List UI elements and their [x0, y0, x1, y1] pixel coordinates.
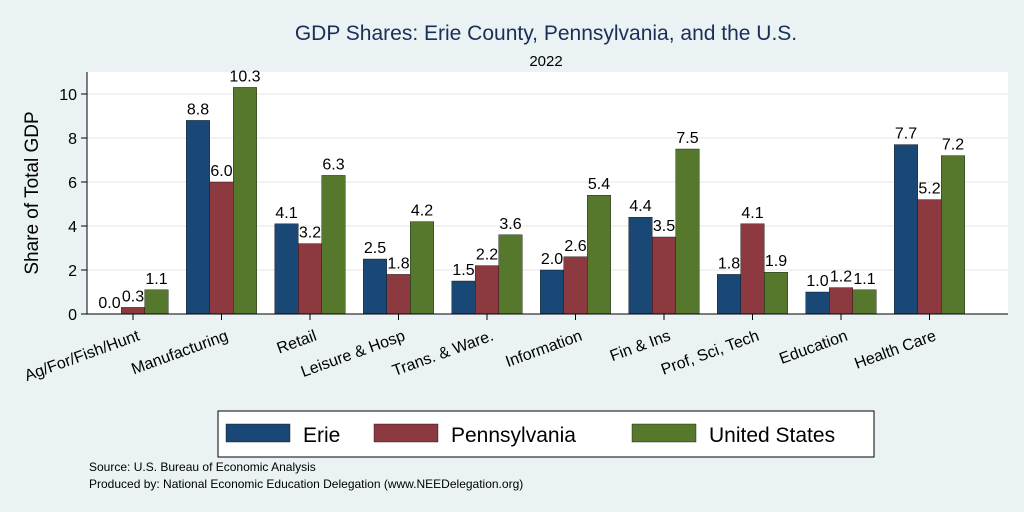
legend-label: Pennsylvania [451, 424, 576, 447]
bar-value-label: 8.8 [187, 101, 209, 118]
bar [717, 274, 741, 315]
x-tick-label: Education [777, 328, 850, 368]
bar [540, 269, 564, 315]
legend-swatch [225, 423, 291, 443]
chart-subtitle: 2022 [529, 53, 562, 70]
bar-value-label: 2.2 [476, 247, 498, 264]
bar [587, 194, 611, 315]
bar-value-label: 3.6 [499, 216, 521, 233]
bar [121, 307, 145, 315]
bar [894, 144, 918, 315]
bar [764, 272, 788, 315]
x-tick-label: Fin & Ins [608, 328, 673, 366]
bar [298, 243, 322, 315]
bar [410, 221, 434, 315]
legend-label: United States [709, 424, 835, 447]
bar [233, 87, 257, 315]
bar-value-label: 1.1 [853, 271, 875, 288]
bar [475, 265, 499, 315]
bar-value-label: 2.5 [364, 240, 386, 257]
y-tick-label: 4 [68, 219, 77, 236]
bar-value-label: 7.2 [942, 137, 964, 154]
bar [805, 291, 830, 315]
bar [829, 287, 853, 315]
bar-value-label: 1.8 [718, 255, 740, 272]
bar [740, 223, 765, 315]
bar-value-label: 3.5 [653, 218, 675, 235]
bar [209, 181, 234, 315]
bar-value-label: 6.0 [210, 163, 232, 180]
bar-value-label: 7.5 [676, 130, 698, 147]
bar-value-label: 1.0 [806, 273, 828, 290]
legend-label: Erie [303, 424, 340, 447]
bar [563, 256, 588, 315]
bar-value-label: 4.1 [741, 205, 763, 222]
y-tick-label: 10 [59, 87, 77, 104]
bar-value-label: 4.4 [629, 198, 651, 215]
data-labels: 0.0 0.31.18.86.010.34.13.26.32.51.84.21.5… [98, 68, 964, 312]
bar-value-label: 3.2 [299, 225, 321, 242]
bar [321, 175, 346, 315]
bar-value-label: 1.1 [145, 271, 167, 288]
bar [628, 216, 653, 315]
bar [498, 234, 523, 315]
legend-swatch [373, 423, 439, 443]
bar-value-label: 1.8 [387, 255, 409, 272]
bar [386, 274, 411, 315]
bar [675, 148, 700, 315]
bar-value-label: 6.3 [322, 156, 344, 173]
bar-value-label: 4.1 [275, 205, 297, 222]
y-tick-label: 6 [68, 175, 77, 192]
y-tick-label: 0 [68, 307, 77, 324]
y-axis-label: Share of Total GDP [22, 111, 43, 274]
bar [941, 155, 965, 315]
source-note: Source: U.S. Bureau of Economic Analysis [89, 460, 316, 474]
bar-value-label: 5.4 [588, 176, 610, 193]
bar-value-label: 5.2 [918, 181, 940, 198]
bar-value-label: 4.2 [411, 203, 433, 220]
bar [363, 258, 387, 315]
y-axis-ticks: 0 2 4 6 8 10 [59, 87, 87, 324]
bar-value-label: 0.3 [122, 288, 144, 305]
x-tick-label: Retail [275, 328, 319, 358]
chart-title: GDP Shares: Erie County, Pennsylvania, a… [295, 22, 797, 45]
bar-value-label: 1.9 [765, 253, 787, 270]
bar [144, 289, 169, 315]
bars [121, 87, 965, 315]
y-tick-label: 8 [68, 131, 77, 148]
x-tick-label: Manufacturing [129, 328, 230, 379]
x-tick-label: Health Care [852, 328, 938, 373]
bar [451, 280, 476, 315]
bar-value-label: 2.6 [564, 238, 586, 255]
bar-value-label: 7.7 [895, 126, 917, 143]
legend-box [217, 410, 875, 458]
bar-value-label: 0.0 [98, 295, 120, 312]
bar-value-label: 2.0 [541, 251, 563, 268]
bar-value-label: 10.3 [229, 68, 260, 85]
bar [917, 199, 942, 315]
x-tick-label: Prof, Sci, Tech [659, 328, 761, 379]
bar [652, 236, 676, 315]
bar [274, 223, 299, 315]
legend-swatch [631, 423, 697, 443]
x-tick-label: Ag/For/Fish/Hunt [22, 327, 142, 385]
x-tick-label: Trans. & Ware. [390, 328, 496, 380]
legend: Erie Pennsylvania United States [217, 410, 875, 458]
y-tick-label: 2 [68, 263, 77, 280]
bar-value-label: 1.2 [830, 269, 852, 286]
bar-value-label: 1.5 [452, 262, 474, 279]
producer-note: Produced by: National Economic Education… [89, 477, 523, 491]
bar [186, 120, 210, 315]
x-tick-label: Information [503, 328, 584, 371]
bar [852, 289, 877, 315]
